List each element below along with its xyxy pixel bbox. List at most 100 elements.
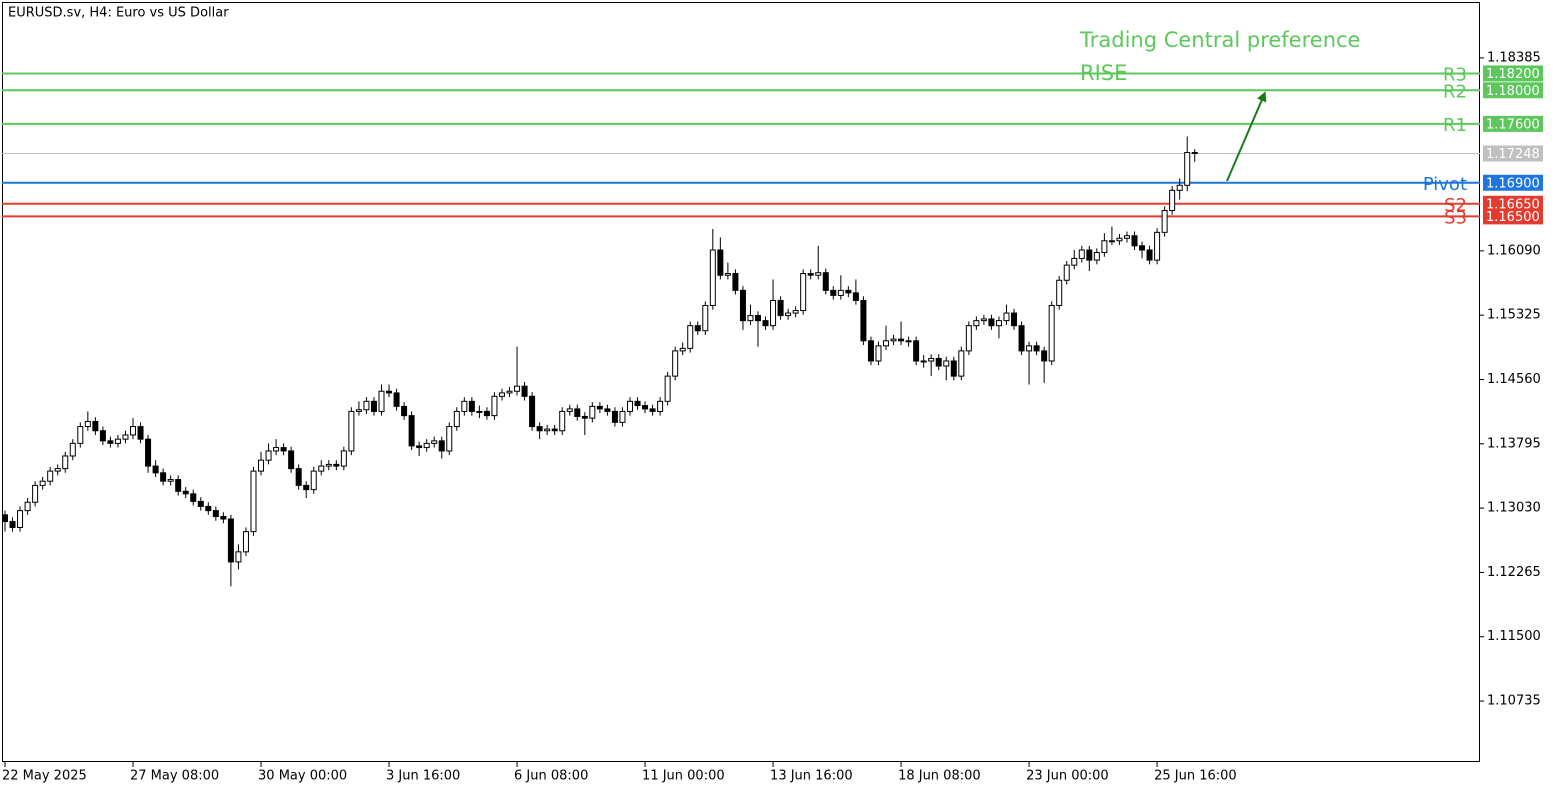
candle-body xyxy=(167,479,174,482)
candle-body xyxy=(84,421,91,428)
candle-body xyxy=(250,470,257,533)
candle-body xyxy=(32,484,39,503)
candle-body xyxy=(1048,304,1055,362)
candle-body xyxy=(611,410,618,423)
candle-body xyxy=(770,299,777,327)
candle-body xyxy=(355,409,362,412)
candle-body xyxy=(370,400,377,412)
candle-body xyxy=(423,442,430,449)
candle-body xyxy=(197,500,204,507)
candle-body xyxy=(24,501,31,512)
candle-body xyxy=(852,292,859,301)
level-label: 1.17600 xyxy=(1486,117,1540,132)
candle-body xyxy=(438,440,445,452)
level-label: 1.18000 xyxy=(1486,84,1540,99)
candle-body xyxy=(378,390,385,412)
candle-body xyxy=(1184,151,1191,186)
forecast-arrow xyxy=(1226,91,1267,182)
candle-body xyxy=(235,551,242,563)
candle-body xyxy=(92,421,99,432)
x-tick-label: 13 Jun 16:00 xyxy=(770,769,853,784)
x-tick-label: 27 May 08:00 xyxy=(130,769,219,784)
level-box xyxy=(1483,195,1543,212)
candle-body xyxy=(822,272,829,291)
candle-body xyxy=(514,385,521,392)
candle-body xyxy=(845,289,852,294)
annotation-text: RISE xyxy=(1080,61,1127,85)
candle-body xyxy=(295,468,302,486)
x-tick-label: 18 Jun 08:00 xyxy=(898,769,981,784)
candle-body xyxy=(39,480,46,486)
candle-body xyxy=(175,479,182,492)
candle-body xyxy=(544,428,551,432)
level-box xyxy=(1483,115,1543,132)
candle-body xyxy=(205,505,212,512)
candle-body xyxy=(785,312,792,317)
candle-body xyxy=(980,318,987,322)
candle-body xyxy=(401,405,408,417)
candle-body xyxy=(9,521,16,528)
candle-body xyxy=(755,315,761,322)
candle-body xyxy=(446,426,453,452)
candle-body xyxy=(559,410,566,432)
candle-body xyxy=(1154,231,1161,261)
level-box xyxy=(1483,82,1543,99)
candle-body xyxy=(1078,249,1085,259)
annotation-title: Trading Central preference xyxy=(1079,28,1360,52)
candle-body xyxy=(890,338,897,342)
candle-body xyxy=(815,272,822,276)
candle-body xyxy=(717,249,724,276)
axes: 1.18385 1.16090 1.15325 1.14560 1.13795 1.130… xyxy=(2,50,1543,784)
candle-body xyxy=(182,490,189,495)
y-tick-label: 1.13795 xyxy=(1487,436,1541,451)
candle-body xyxy=(1086,249,1093,261)
x-tick-label: 3 Jun 16:00 xyxy=(386,769,460,784)
candle-body xyxy=(107,440,114,444)
level-label: 1.16500 xyxy=(1486,210,1540,225)
candle-body xyxy=(386,390,393,394)
x-tick-label: 11 Jun 00:00 xyxy=(642,769,725,784)
candle-body xyxy=(288,450,295,470)
candle-body xyxy=(1093,252,1100,261)
candle-body xyxy=(145,438,152,467)
candle-body xyxy=(521,385,528,397)
candle-body xyxy=(491,395,498,417)
candle-body xyxy=(99,430,106,442)
level-name: R1 xyxy=(1443,115,1467,136)
candle-body xyxy=(694,325,701,332)
level-label: 1.18200 xyxy=(1486,67,1540,82)
x-tick-label: 23 Jun 00:00 xyxy=(1026,769,1109,784)
candle-body xyxy=(416,445,423,449)
candle-body xyxy=(626,400,633,412)
candle-body xyxy=(258,459,265,472)
candle-body xyxy=(310,470,317,491)
candle-body xyxy=(1123,235,1130,239)
candle-body xyxy=(348,410,355,452)
candle-body xyxy=(596,405,603,410)
candle-body xyxy=(130,426,137,436)
level-box xyxy=(1483,174,1543,191)
last-price-label: 1.17248 xyxy=(1486,147,1540,162)
candle-body xyxy=(702,304,709,332)
candle-body xyxy=(1056,279,1063,306)
candle-body xyxy=(220,516,227,520)
candle-body xyxy=(325,463,332,467)
last-price-box xyxy=(1483,145,1543,162)
candle-body xyxy=(483,410,490,417)
candle-body xyxy=(551,428,558,432)
candle-body xyxy=(604,408,611,412)
level-label: 1.16900 xyxy=(1486,176,1540,191)
candle-body xyxy=(1071,257,1078,266)
y-tick-label: 1.13030 xyxy=(1487,501,1541,516)
candle-body xyxy=(122,434,129,440)
candle-body xyxy=(657,400,664,412)
candle-body xyxy=(303,484,310,491)
candle-body xyxy=(114,438,121,444)
candle-body xyxy=(1169,189,1176,211)
candle-body xyxy=(54,468,61,472)
candle-body xyxy=(340,450,347,467)
candle-body xyxy=(453,410,460,428)
candle-body xyxy=(800,273,807,312)
candle-body xyxy=(928,357,935,362)
